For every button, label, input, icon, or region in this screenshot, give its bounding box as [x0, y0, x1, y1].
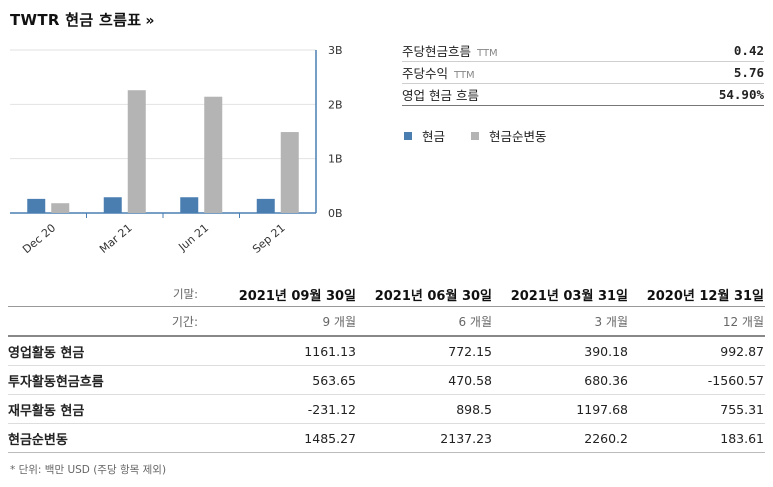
table-row: 영업활동 현금 1161.13 772.15 390.18 992.87	[8, 337, 765, 366]
cell-value: 898.5	[456, 401, 492, 417]
cell-value: -1560.57	[707, 372, 764, 388]
legend-item-net-change: 현금순변동	[471, 126, 547, 145]
cell-value: -231.12	[307, 401, 356, 417]
table-row: 재무활동 현금 -231.12 898.5 1197.68 755.31	[8, 395, 765, 424]
x-tick-label: Jun 21	[175, 221, 211, 254]
stat-value: 54.90%	[718, 87, 764, 102]
legend-label: 현금	[422, 129, 446, 144]
row-label: 현금순변동	[8, 432, 68, 448]
stat-row-eps: 주당수익 TTM 5.76	[402, 62, 764, 84]
date-label: 기말:	[172, 287, 198, 301]
cell-value: 1485.27	[304, 430, 356, 446]
legend-swatch	[404, 131, 412, 140]
stat-row-operating-cash-flow: 영업 현금 흐름 54.90%	[402, 84, 764, 106]
column-period: 6 개월	[458, 314, 492, 329]
cell-value: 563.65	[312, 372, 356, 388]
stat-label: 주당수익 TTM	[402, 66, 475, 81]
y-tick-label: 1B	[328, 153, 343, 166]
row-label: 영업활동 현금	[8, 345, 85, 361]
more-arrow-icon[interactable]: »	[145, 13, 155, 29]
period-label: 기간:	[171, 314, 198, 329]
column-date: 2021년 09월 30일	[238, 288, 356, 304]
ttm-badge: TTM	[454, 70, 475, 81]
bar-cash	[180, 197, 199, 213]
table-row: 투자활동현금흐름 563.65 470.58 680.36 -1560.57	[8, 366, 765, 395]
cell-value: 2260.2	[584, 430, 628, 446]
legend-swatch	[471, 131, 480, 140]
column-date: 2020년 12월 31일	[646, 288, 764, 304]
column-date: 2021년 03월 31일	[510, 288, 628, 304]
bar-cash	[256, 198, 275, 213]
stat-label: 영업 현금 흐름	[402, 88, 479, 103]
y-tick-label: 3B	[328, 44, 343, 57]
cell-value: 680.36	[584, 372, 628, 388]
cell-value: 2137.23	[440, 430, 492, 446]
footnote: * 단위: 백만 USD (주당 항목 제외)	[10, 464, 167, 476]
column-period: 9 개월	[322, 314, 356, 329]
page-title-text[interactable]: TWTR 현금 흐름표	[10, 11, 142, 29]
cashflow-table: 기말: 2021년 09월 30일 2021년 06월 30일 2021년 03…	[8, 282, 765, 453]
x-tick-label: Mar 21	[97, 221, 135, 256]
stat-value: 0.42	[733, 43, 764, 58]
stats-panel: 주당현금흐름 TTM 0.42 주당수익 TTM 5.76 영업 현금 흐름 54.…	[402, 40, 764, 106]
ttm-badge: TTM	[477, 48, 498, 59]
y-tick-label: 0B	[328, 207, 343, 220]
cell-value: 1161.13	[304, 343, 356, 359]
cell-value: 470.58	[448, 372, 492, 388]
stat-value: 5.76	[733, 65, 764, 80]
row-label: 재무활동 현금	[8, 403, 85, 419]
table-row: 현금순변동 1485.27 2137.23 2260.2 183.61	[8, 424, 765, 453]
legend-label: 현금순변동	[489, 129, 547, 144]
bar-cash	[103, 197, 122, 213]
bar-net-change	[127, 90, 146, 213]
cell-value: 992.87	[720, 343, 764, 359]
x-tick-label: Dec 20	[20, 221, 58, 256]
chart-legend: 현금 현금순변동	[404, 126, 573, 145]
column-period: 12 개월	[722, 314, 764, 329]
bar-cash	[27, 198, 46, 213]
cell-value: 390.18	[584, 343, 628, 359]
cell-value: 755.31	[720, 401, 764, 417]
bar-net-change	[204, 96, 223, 213]
stat-label: 주당현금흐름 TTM	[402, 44, 498, 59]
page-title[interactable]: TWTR 현금 흐름표»	[10, 9, 155, 30]
row-label: 투자활동현금흐름	[8, 374, 104, 390]
table-header-dates: 기말: 2021년 09월 30일 2021년 06월 30일 2021년 03…	[8, 282, 765, 307]
column-period: 3 개월	[594, 314, 628, 329]
cash-chart: 0B 1B 2B 3B Dec 20 Mar 21 Jun 21 Sep 21	[10, 44, 343, 256]
legend-item-cash: 현금	[404, 126, 445, 145]
table-header-periods: 기간: 9 개월 6 개월 3 개월 12 개월	[8, 307, 765, 337]
stat-row-cash-per-share: 주당현금흐름 TTM 0.42	[402, 40, 764, 62]
cell-value: 1197.68	[576, 401, 628, 417]
cell-value: 183.61	[720, 430, 764, 446]
cell-value: 772.15	[448, 343, 492, 359]
x-tick-label: Sep 21	[250, 221, 288, 256]
column-date: 2021년 06월 30일	[374, 288, 492, 304]
y-tick-label: 2B	[328, 98, 343, 111]
bar-net-change	[51, 203, 70, 213]
bar-net-change	[280, 132, 299, 213]
